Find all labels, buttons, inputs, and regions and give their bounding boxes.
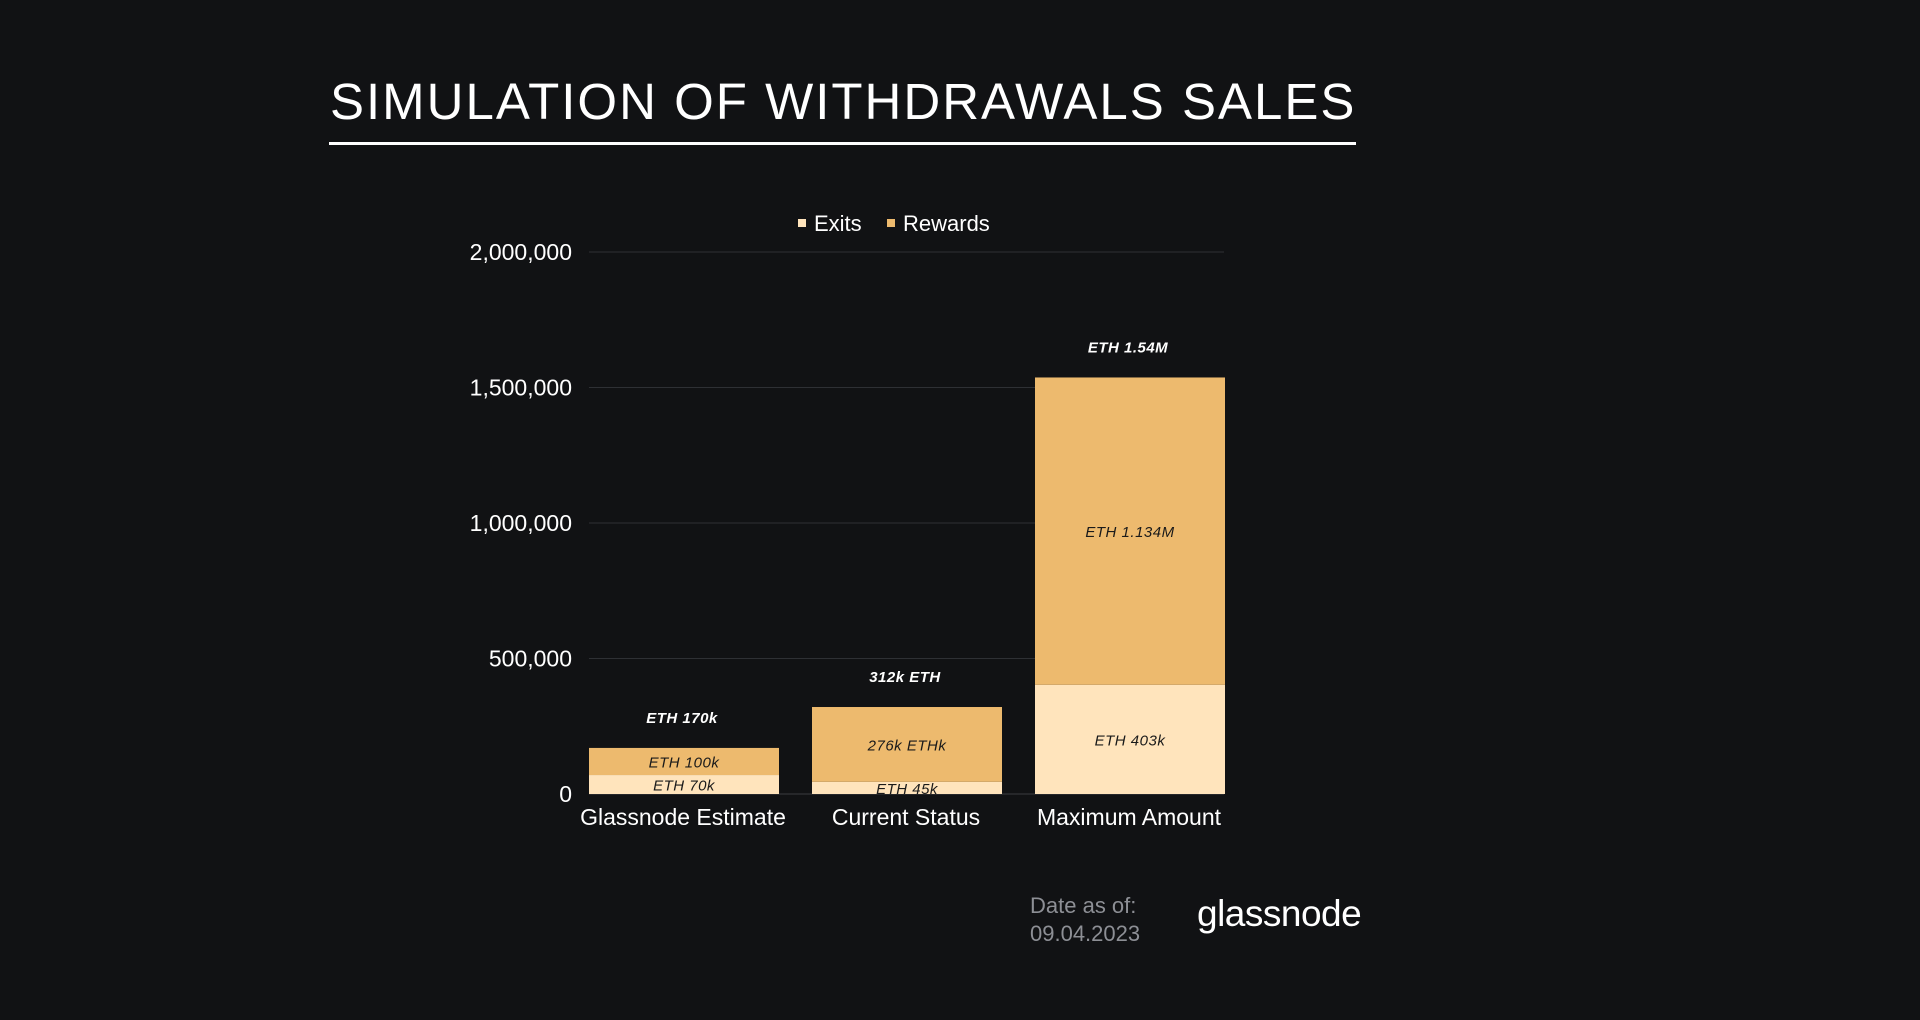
bar-segment-exits bbox=[1035, 684, 1225, 794]
segment-label: ETH 45k bbox=[876, 781, 939, 798]
segment-label: ETH 403k bbox=[1095, 732, 1167, 749]
segment-label: ETH 100k bbox=[649, 754, 721, 771]
x-tick-label: Maximum Amount bbox=[1037, 804, 1222, 830]
y-tick-label: 500,000 bbox=[489, 646, 572, 672]
total-label: 312k ETH bbox=[869, 669, 941, 686]
segment-label: 276k ETHk bbox=[867, 737, 948, 754]
y-tick-label: 1,000,000 bbox=[470, 510, 572, 536]
title-underline bbox=[329, 142, 1356, 145]
segment-label: ETH 1.134M bbox=[1085, 524, 1174, 541]
brand-logo: glassnode bbox=[1197, 893, 1362, 934]
date-block: Date as of: 09.04.2023 bbox=[1030, 892, 1140, 948]
legend-swatch bbox=[887, 219, 895, 227]
segment-label: ETH 70k bbox=[653, 778, 716, 795]
total-label: ETH 1.54M bbox=[1088, 339, 1168, 356]
legend-label: Exits bbox=[814, 211, 862, 236]
bar-segment-exits bbox=[812, 781, 1002, 794]
bar-segment-rewards bbox=[1035, 377, 1225, 685]
y-tick-label: 1,500,000 bbox=[470, 375, 572, 401]
x-tick-label: Current Status bbox=[832, 804, 980, 830]
total-label: ETH 170k bbox=[646, 710, 718, 727]
legend-swatch bbox=[798, 219, 806, 227]
legend-label: Rewards bbox=[903, 211, 990, 236]
y-tick-label: 2,000,000 bbox=[470, 239, 572, 265]
date-label: Date as of: bbox=[1030, 893, 1137, 918]
bar-segment-rewards bbox=[589, 747, 779, 776]
page-title: SIMULATION OF WITHDRAWALS SALES bbox=[330, 73, 1357, 130]
x-tick-label: Glassnode Estimate bbox=[580, 804, 786, 830]
bar-segment-exits bbox=[589, 775, 779, 794]
bar-segment-rewards bbox=[812, 707, 1002, 782]
date-value: 09.04.2023 bbox=[1030, 921, 1141, 946]
y-tick-label: 0 bbox=[559, 781, 572, 807]
